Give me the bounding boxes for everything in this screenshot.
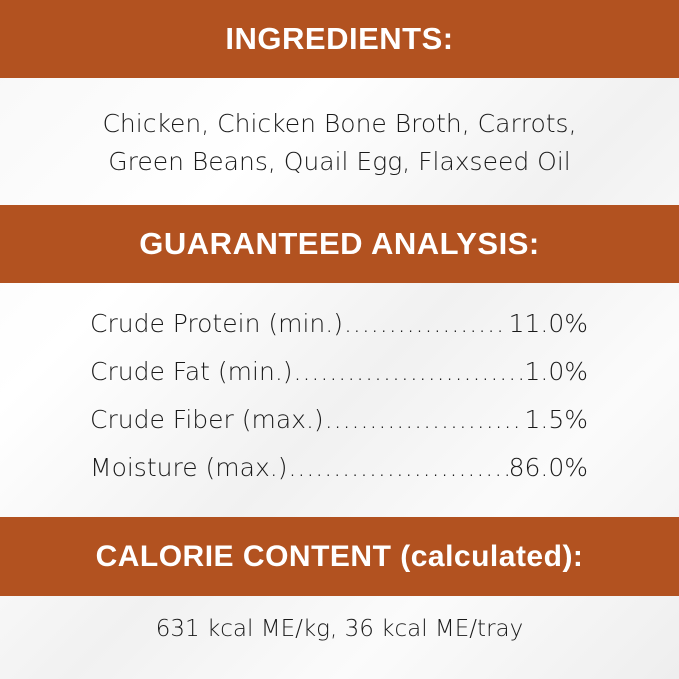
ingredients-line: Green Beans, Quail Egg, Flaxseed Oil	[108, 147, 571, 176]
analysis-label: Crude Fat (min.)	[90, 357, 293, 386]
dot-leader	[325, 405, 524, 434]
calorie-heading-text: CALORIE CONTENT (calculated):	[95, 539, 584, 573]
analysis-value: 1.5%	[524, 405, 588, 434]
ingredients-heading: INGREDIENTS:	[0, 0, 679, 78]
analysis-value: 1.0%	[524, 357, 588, 386]
analysis-label: Moisture (max.)	[90, 453, 288, 482]
dot-leader	[344, 309, 508, 338]
dot-leader	[288, 453, 507, 482]
calorie-text: 631 kcal ME/kg, 36 kcal ME/tray	[155, 616, 524, 642]
analysis-label: Crude Fiber (max.)	[90, 405, 324, 434]
analysis-row: Moisture (max.) 86.0%	[90, 453, 588, 501]
dot-leader	[294, 357, 524, 386]
analysis-heading: GUARANTEED ANALYSIS:	[0, 205, 679, 283]
ingredients-line: Chicken, Chicken Bone Broth, Carrots,	[102, 109, 577, 138]
calorie-heading: CALORIE CONTENT (calculated):	[0, 517, 679, 596]
analysis-row: Crude Fiber (max.) 1.5%	[90, 405, 588, 453]
analysis-table: Crude Protein (min.) 11.0% Crude Fat (min…	[90, 309, 588, 501]
analysis-row: Crude Protein (min.) 11.0%	[90, 309, 588, 357]
analysis-row: Crude Fat (min.) 1.0%	[90, 357, 588, 405]
analysis-value: 11.0%	[508, 309, 588, 338]
analysis-label: Crude Protein (min.)	[90, 309, 343, 338]
analysis-value: 86.0%	[508, 453, 588, 482]
analysis-heading-text: GUARANTEED ANALYSIS:	[139, 226, 540, 261]
ingredients-heading-text: INGREDIENTS:	[225, 21, 454, 56]
ingredients-list: Chicken, Chicken Bone Broth, Carrots, Gr…	[0, 105, 679, 181]
